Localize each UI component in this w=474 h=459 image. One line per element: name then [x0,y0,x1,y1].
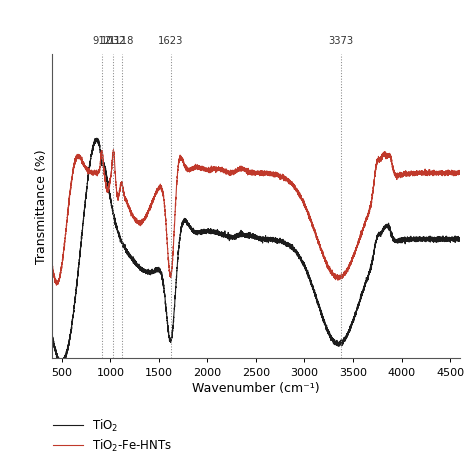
TiO$_2$ [49,331,55,337]
TiO$_2$ [87,160,93,165]
X-axis label: Wavenumber (cm⁻¹): Wavenumber (cm⁻¹) [192,381,320,394]
Y-axis label: Transmittance (%): Transmittance (%) [35,149,48,264]
Text: 3373: 3373 [328,36,353,46]
TiO$_2$ [457,239,463,244]
TiO$_2$ [94,136,100,142]
Text: 1032: 1032 [101,36,126,46]
TiO$_2$ [215,230,221,236]
TiO$_2$-Fe-HNTs [162,209,168,214]
TiO$_2$ [287,244,293,249]
TiO$_2$-Fe-HNTs [442,170,448,175]
Line: TiO$_2$: TiO$_2$ [52,139,460,365]
Text: 1623: 1623 [158,36,183,46]
TiO$_2$-Fe-HNTs [87,169,93,174]
TiO$_2$-Fe-HNTs [110,148,116,153]
TiO$_2$-Fe-HNTs [215,166,221,172]
TiO$_2$-Fe-HNTs [49,264,55,270]
TiO$_2$ [442,238,448,244]
TiO$_2$ [58,362,64,368]
TiO$_2$ [162,294,168,299]
Legend: TiO$_2$, TiO$_2$-Fe-HNTs: TiO$_2$, TiO$_2$-Fe-HNTs [53,417,173,453]
TiO$_2$-Fe-HNTs [457,170,463,175]
Text: 912: 912 [92,36,111,46]
TiO$_2$-Fe-HNTs [404,171,410,176]
TiO$_2$-Fe-HNTs [54,283,59,288]
Line: TiO$_2$-Fe-HNTs: TiO$_2$-Fe-HNTs [52,151,460,285]
Text: 1118: 1118 [109,36,135,46]
TiO$_2$-Fe-HNTs [287,179,293,185]
TiO$_2$ [404,237,410,243]
